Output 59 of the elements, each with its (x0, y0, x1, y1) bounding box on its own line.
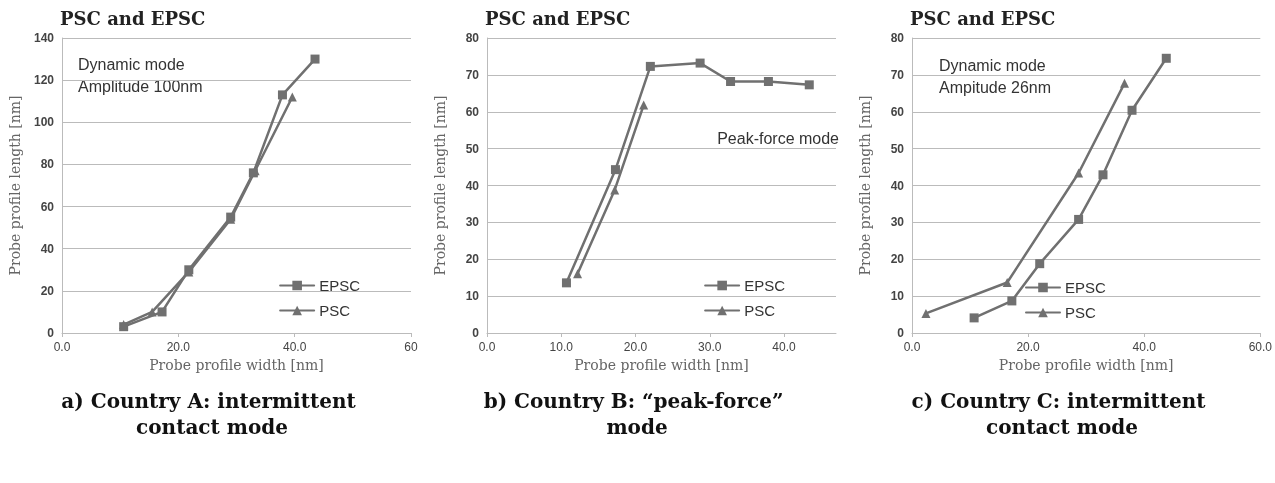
text: c) Country C: intermittent contact mode (911, 389, 1213, 439)
y-tick-label: 60 (40, 199, 55, 214)
y-tick-label: 0 (47, 326, 55, 340)
y-tick-label: 40 (40, 241, 55, 256)
x-tick-label: 0.0 (53, 340, 71, 354)
x-tick-label: 60 (404, 340, 418, 354)
y-tick-label: 20 (890, 252, 905, 267)
legend-label: EPSC (1065, 279, 1107, 296)
y-tick-label: 20 (40, 283, 55, 298)
x-axis-title: Probe profile width [nm] (998, 356, 1174, 373)
y-tick-label: 10 (465, 289, 480, 304)
y-tick-label: 80 (40, 157, 55, 172)
annotation: Dynamic mode Ampitude 26nm (939, 56, 1052, 96)
y-tick-label: 30 (465, 215, 480, 230)
legend-label: PSC (1065, 304, 1097, 321)
legend-label: PSC (744, 302, 776, 319)
x-tick-label: 20.0 (623, 340, 648, 354)
y-tick-label: 100 (33, 115, 55, 130)
y-tick-label: 80 (890, 31, 905, 45)
x-tick-label: 0.0 (478, 340, 496, 354)
legend-label: EPSC (319, 277, 361, 294)
y-tick-label: 50 (890, 141, 905, 156)
x-tick-label: 20.0 (1016, 340, 1041, 354)
y-tick-label: 60 (890, 104, 905, 119)
x-tick-label: 60.0 (1248, 340, 1273, 354)
y-tick-label: 40 (465, 178, 480, 193)
x-tick-label: 40.0 (1132, 340, 1157, 354)
annotation: Peak-force mode (717, 129, 840, 147)
y-tick-label: 120 (33, 73, 55, 88)
x-tick-label: 10.0 (549, 340, 574, 354)
x-tick-label: 40.0 (772, 340, 797, 354)
x-axis-title: Probe profile width [nm] (574, 356, 749, 373)
y-tick-label: 140 (33, 31, 55, 45)
y-tick-label: 70 (465, 67, 480, 82)
text: a) Country A: intermittent contact mode (61, 389, 363, 439)
x-axis-title: Probe profile width [nm] (149, 356, 324, 373)
chart-title: PSC and EPSC (60, 7, 206, 29)
y-tick-label: 50 (465, 141, 480, 156)
x-tick-label: 40.0 (282, 340, 307, 354)
y-tick-label: 20 (465, 252, 480, 267)
y-tick-label: 80 (465, 31, 480, 45)
y-axis-title: Probe profile length [nm] (7, 95, 23, 276)
text: b) Country B: “peak-force” mode (483, 389, 791, 439)
y-tick-label: 0 (472, 326, 480, 340)
y-tick-label: 60 (465, 104, 480, 119)
x-tick-label: 0.0 (903, 340, 921, 354)
chart-title: PSC and EPSC (485, 7, 631, 29)
chart-title: PSC and EPSC (910, 7, 1056, 29)
y-axis-title: Probe profile length [nm] (857, 95, 873, 276)
y-tick-label: 40 (890, 178, 905, 193)
y-tick-label: 70 (890, 67, 905, 82)
y-axis-title: Probe profile length [nm] (432, 95, 448, 276)
x-tick-label: 20.0 (166, 340, 191, 354)
legend-label: EPSC (744, 277, 786, 294)
y-tick-label: 0 (897, 326, 905, 340)
legend-label: PSC (319, 302, 351, 319)
x-tick-label: 30.0 (698, 340, 722, 354)
y-tick-label: 10 (890, 289, 905, 304)
y-tick-label: 30 (890, 215, 905, 230)
